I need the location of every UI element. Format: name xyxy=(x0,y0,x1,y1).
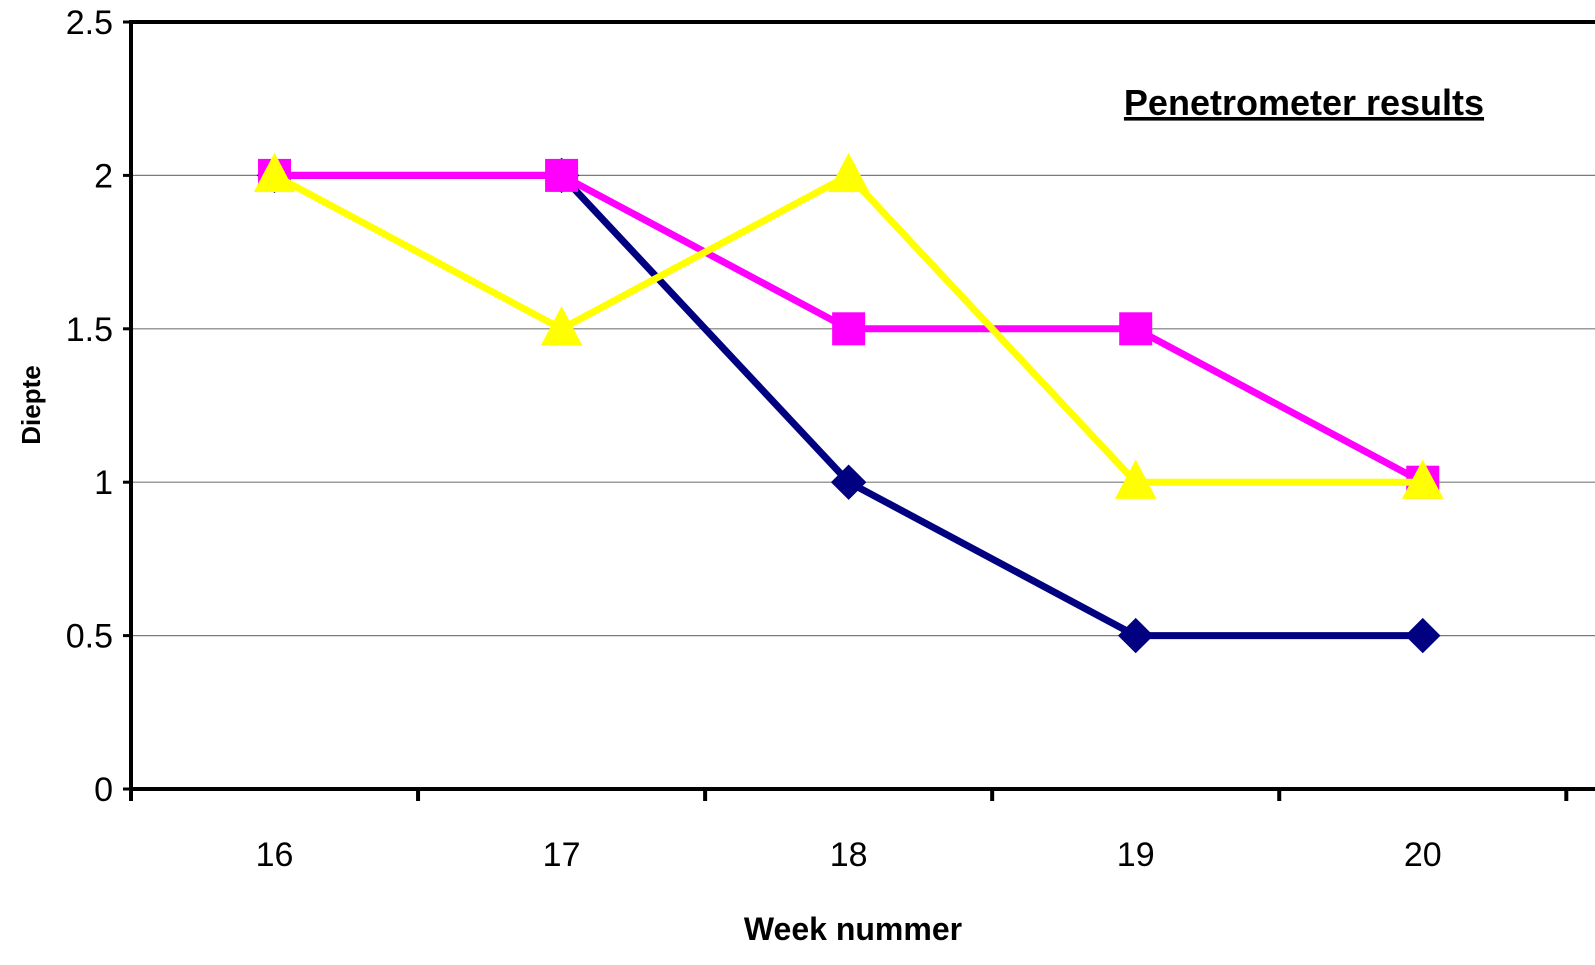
y-tick-label-1: 0.5 xyxy=(66,618,113,656)
y-tick-label-3: 1.5 xyxy=(66,311,113,349)
x-tick-label-1: 17 xyxy=(543,836,581,874)
series-0-point-3 xyxy=(1117,617,1154,654)
y-tick-label-4: 2 xyxy=(94,157,113,195)
series-2-point-2 xyxy=(827,152,870,193)
tick-labels: 0 0.5 1 1.5 2 2.5 16 17 18 19 20 xyxy=(66,4,1442,874)
series-group xyxy=(253,152,1444,654)
series-1-point-3 xyxy=(1119,312,1153,346)
chart-title: Penetrometer results xyxy=(1124,82,1484,123)
y-tick-label-0: 0 xyxy=(94,771,113,809)
x-tick-label-2: 18 xyxy=(830,836,868,874)
y-axis-title: Diepte xyxy=(16,365,46,444)
series-0-point-2 xyxy=(830,464,867,500)
series-2-point-3 xyxy=(1114,459,1157,499)
x-tick-label-3: 19 xyxy=(1117,836,1155,874)
x-axis-title: Week nummer xyxy=(744,911,962,947)
series-2-point-4 xyxy=(1401,459,1444,499)
y-tick-label-2: 1 xyxy=(94,464,113,502)
y-tick-label-5: 2.5 xyxy=(66,4,113,42)
gridlines xyxy=(131,174,1595,637)
series-0-point-4 xyxy=(1405,617,1441,654)
series-1-point-1 xyxy=(545,158,579,192)
series-line-0 xyxy=(271,171,1427,640)
series-2-point-1 xyxy=(540,306,583,346)
x-tick-label-0: 16 xyxy=(256,836,294,874)
series-1-point-2 xyxy=(832,312,866,346)
series-2-point-0 xyxy=(253,152,296,193)
x-tick-label-4: 20 xyxy=(1404,836,1442,874)
axes xyxy=(123,20,1595,801)
